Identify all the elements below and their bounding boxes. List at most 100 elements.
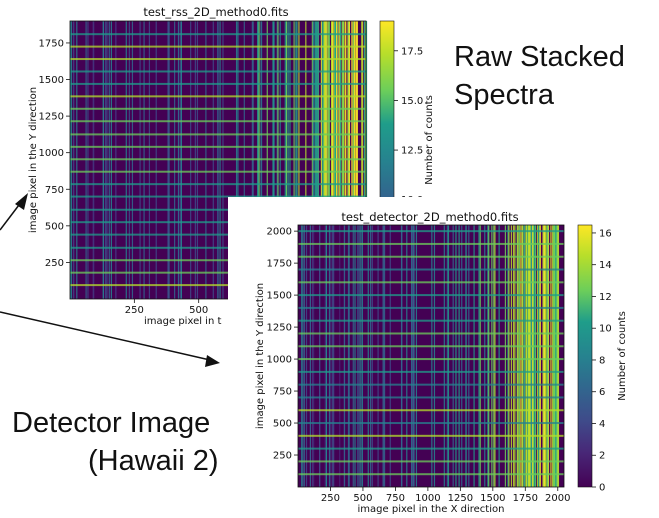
emission-line-column (433, 225, 436, 487)
raw-stacked-label-line1: Raw Stacked (454, 41, 625, 73)
emission-line-column (348, 225, 350, 487)
emission-line-column (550, 225, 552, 487)
y-axis-ticks: 250 500 750 1000 1250 1500 1750 (39, 38, 70, 269)
x-tick-label: 500 (353, 493, 372, 504)
emission-line-column (484, 225, 486, 487)
y-tick-label: 2000 (267, 227, 292, 238)
x-tick-label: 750 (386, 493, 405, 504)
emission-line-column (359, 225, 361, 487)
emission-line-column (498, 225, 500, 487)
emission-line-column (324, 225, 326, 487)
emission-line-column (488, 225, 490, 487)
emission-line-column (487, 225, 489, 487)
y-tick-label: 1750 (39, 38, 64, 49)
spectrum-trace-row (70, 183, 366, 186)
annotation-arrows (0, 193, 220, 367)
emission-line-column (510, 225, 513, 487)
y-tick-label: 1000 (267, 355, 292, 366)
colorbar-tick-label: 12.5 (401, 146, 423, 157)
emission-line-column (536, 225, 539, 487)
spectrum-trace-row (298, 332, 564, 335)
emission-line-column (443, 225, 445, 487)
spectrum-trace-row (298, 281, 564, 284)
spectrum-trace-row (298, 345, 564, 348)
emission-line-column (332, 225, 334, 487)
x-axis-label: image pixel in t (144, 316, 221, 327)
emission-line-column (534, 225, 536, 487)
x-tick-label: 2000 (545, 493, 570, 504)
spectrum-trace-row (298, 409, 564, 412)
spectrum-trace-row (298, 319, 564, 322)
emission-line-column (514, 225, 516, 487)
colorbar-tick-label: 4 (599, 419, 605, 430)
emission-line-column (555, 225, 557, 487)
emission-line-column (478, 225, 480, 487)
spectrum-trace-row (298, 422, 564, 425)
x-tick-label: 1000 (415, 493, 440, 504)
emission-line-column (343, 225, 346, 487)
emission-line-column (377, 225, 379, 487)
emission-line-column (371, 225, 373, 487)
spectrum-trace-row (70, 271, 366, 274)
y-tick-label: 1250 (267, 323, 292, 334)
x-axis-ticks: 250 500 750 1000 1250 1500 1750 2000 (321, 487, 570, 504)
emission-line-column (309, 225, 312, 487)
emission-line-column (325, 225, 328, 487)
emission-line-column (542, 225, 544, 487)
emission-line-column (520, 225, 522, 487)
emission-line-column (367, 225, 369, 487)
y-tick-label: 1750 (267, 259, 292, 270)
emission-line-column (493, 225, 495, 487)
emission-line-column (352, 225, 354, 487)
emission-line-column (521, 225, 524, 487)
x-tick-label: 500 (189, 305, 208, 316)
emission-line-column (305, 225, 308, 487)
emission-line-column (523, 225, 526, 487)
y-tick-label: 750 (45, 185, 64, 196)
emission-line-column (302, 225, 304, 487)
spectrum-trace-row (70, 45, 366, 48)
spectrum-trace-row (70, 195, 366, 198)
emission-line-column (538, 225, 540, 487)
y-axis-label: image pixel in the Y direction (255, 283, 266, 429)
detector-image-label-line2: (Hawaii 2) (88, 445, 219, 477)
colorbar-label: Number of counts (617, 311, 628, 401)
x-tick-label: 1750 (513, 493, 538, 504)
colorbar-ticks: 0 2 4 6 8 10 12 14 16 (592, 228, 612, 494)
spectrum-trace-row (70, 259, 366, 262)
spectrum-trace-row (70, 233, 366, 236)
colorbar-tick-label: 8 (599, 355, 605, 366)
emission-line-column (552, 225, 554, 487)
spectrum-trace-row (298, 447, 564, 450)
spectrum-trace-row (70, 145, 366, 148)
emission-line-column (447, 225, 450, 487)
colorbar-tick-label: 12 (599, 292, 612, 303)
emission-line-column (311, 225, 314, 487)
emission-line-column (358, 225, 360, 487)
y-tick-label: 1500 (39, 75, 64, 86)
emission-line-column (330, 225, 332, 487)
y-tick-label: 250 (273, 451, 292, 462)
spectrum-trace-row (70, 120, 366, 123)
spectrum-trace-row (298, 434, 564, 437)
spectrum-trace-row (70, 133, 366, 136)
raw-stacked-label-line2: Spectra (454, 79, 554, 111)
emission-line-column (411, 225, 413, 487)
spectrum-trace-row (298, 370, 564, 373)
spectrum-trace-row (70, 82, 366, 85)
emission-line-column (525, 225, 528, 487)
plot-frame (297, 224, 565, 488)
emission-line-column (458, 225, 460, 487)
spectrum-trace-row (70, 95, 366, 98)
emission-line-column (553, 225, 556, 487)
emission-line-column (544, 225, 547, 487)
spectrum-trace-row (298, 268, 564, 271)
colorbar-tick-label: 17.5 (401, 46, 423, 57)
y-tick-label: 750 (273, 387, 292, 398)
spectrum-trace-row (70, 107, 366, 110)
emission-line-column (354, 225, 356, 487)
spectrum-trace-row (298, 396, 564, 399)
spectrum-trace-row (70, 33, 366, 36)
emission-line-column (507, 225, 509, 487)
spectrum-trace-row (70, 221, 366, 224)
